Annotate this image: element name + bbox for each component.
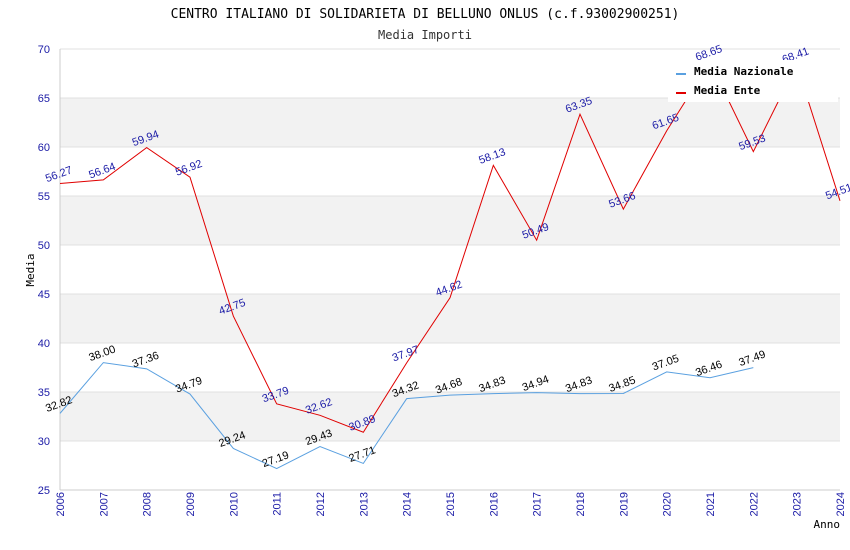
legend-label: Media Nazionale [694, 65, 794, 78]
x-tick-label: 2013 [358, 492, 370, 516]
grid-band [60, 196, 840, 245]
x-tick-label: 2019 [618, 492, 630, 516]
y-tick-label: 25 [38, 485, 50, 497]
y-tick-label: 45 [38, 289, 50, 301]
grid-band [60, 294, 840, 343]
x-tick-label: 2006 [55, 492, 67, 516]
x-tick-label: 2008 [142, 492, 154, 516]
x-tick-label: 2012 [315, 492, 327, 516]
legend-box [668, 60, 838, 102]
x-tick-label: 2015 [445, 492, 457, 516]
y-tick-label: 30 [38, 436, 50, 448]
x-tick-label: 2024 [835, 492, 847, 516]
x-tick-label: 2020 [662, 492, 674, 516]
y-tick-label: 55 [38, 191, 50, 203]
legend: Media Nazionale Media Ente [668, 60, 838, 102]
grid-band [60, 245, 840, 294]
y-tick-label: 65 [38, 93, 50, 105]
x-tick-label: 2007 [98, 492, 110, 516]
grid-band [60, 392, 840, 441]
x-axis-label: Anno [814, 518, 841, 531]
y-axis-label: Media [24, 253, 37, 286]
x-tick-label: 2009 [185, 492, 197, 516]
x-tick-label: 2011 [272, 492, 284, 516]
chart-title: CENTRO ITALIANO DI SOLIDARIETA DI BELLUN… [171, 7, 680, 22]
x-tick-label: 2021 [705, 492, 717, 516]
x-tick-label: 2023 [792, 492, 804, 516]
y-tick-label: 60 [38, 142, 50, 154]
x-tick-label: 2014 [402, 492, 414, 516]
grid-band [60, 441, 840, 490]
x-tick-labels: 2006 2007 2008 2009 2010 2011 2012 2013 2014 2015… [55, 492, 847, 516]
y-tick-labels: 25 30 35 40 45 50 55 60 65 70 [38, 44, 50, 497]
x-tick-label: 2022 [748, 492, 760, 516]
grid-band [60, 147, 840, 196]
y-tick-label: 35 [38, 387, 50, 399]
x-tick-label: 2017 [532, 492, 544, 516]
y-tick-label: 40 [38, 338, 50, 350]
series-line [59, 362, 754, 470]
y-tick-label: 70 [38, 44, 50, 56]
chart-subtitle: Media Importi [378, 28, 472, 42]
grid-band [60, 343, 840, 392]
legend-label: Media Ente [694, 84, 761, 97]
grid-bands [60, 49, 840, 490]
x-tick-label: 2010 [228, 492, 240, 516]
x-tick-label: 2018 [575, 492, 587, 516]
x-tick-label: 2016 [488, 492, 500, 516]
grid-band [60, 98, 840, 147]
y-tick-label: 50 [38, 240, 50, 252]
